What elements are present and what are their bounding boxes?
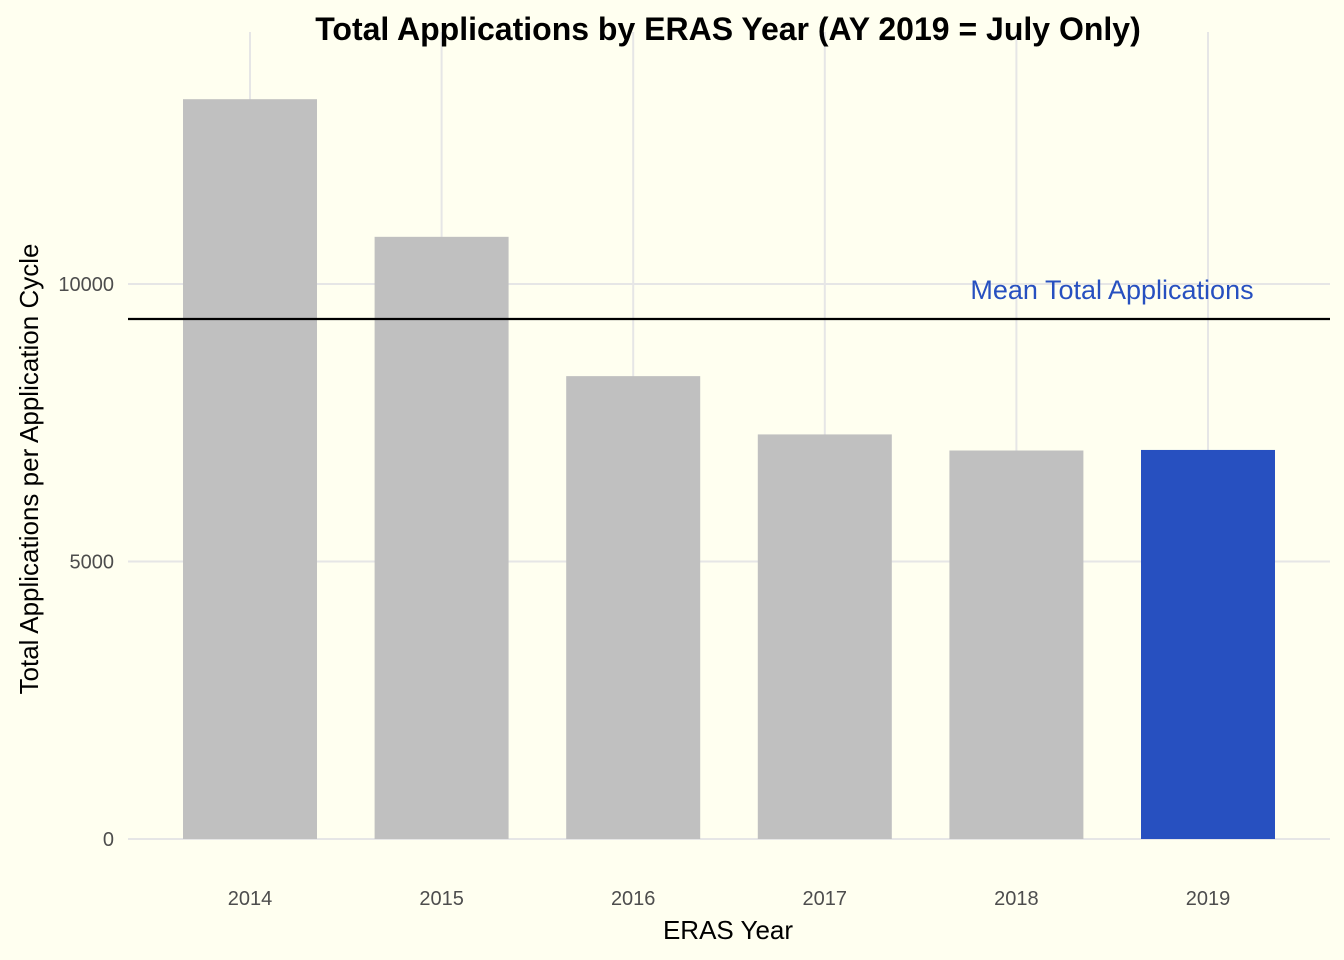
x-tick-label: 2014 <box>228 888 273 910</box>
y-tick-label: 5000 <box>70 552 115 574</box>
bar-2018 <box>949 450 1084 839</box>
x-axis-title: ERAS Year <box>663 915 793 945</box>
y-tick-label: 0 <box>103 829 114 851</box>
x-tick-label: 2016 <box>611 888 656 910</box>
bar-2015 <box>374 236 509 839</box>
y-tick-label: 10000 <box>58 274 114 296</box>
x-tick-label: 2019 <box>1186 888 1231 910</box>
mean-line-label: Mean Total Applications <box>970 275 1253 305</box>
mean-line-group: Mean Total Applications <box>128 275 1330 321</box>
x-tick-label: 2018 <box>994 888 1039 910</box>
x-tick-label: 2017 <box>803 888 848 910</box>
y-axis-title: Total Applications per Application Cycle <box>14 244 44 695</box>
bar-2016 <box>566 376 701 839</box>
y-axis-ticks: 0 5000 10000 <box>58 274 114 851</box>
x-axis-ticks: 2014 2015 2016 2017 2018 2019 <box>228 888 1231 910</box>
bar-2019 <box>1141 449 1275 839</box>
chart-title: Total Applications by ERAS Year (AY 2019… <box>315 11 1140 47</box>
bar-2017 <box>757 434 892 839</box>
bar-2014 <box>183 99 317 839</box>
bars <box>183 99 1275 839</box>
x-tick-label: 2015 <box>419 888 464 910</box>
